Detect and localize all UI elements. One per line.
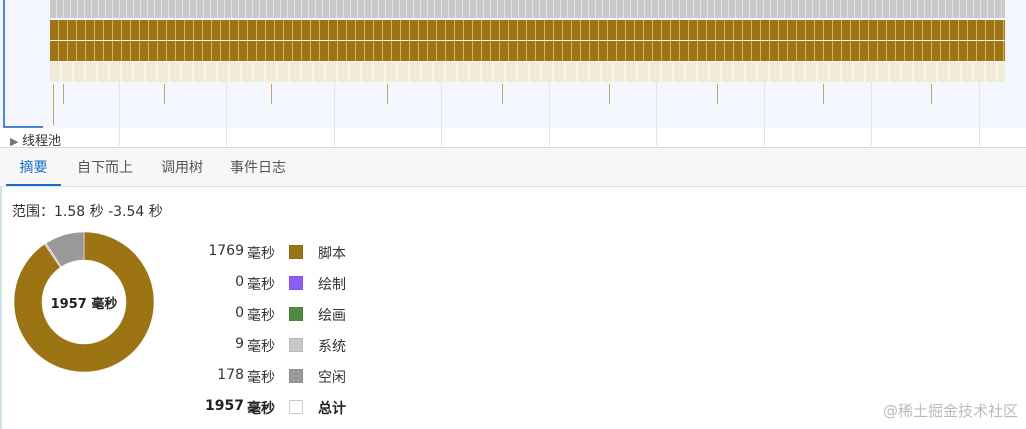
watermark: @稀土掘金技术社区 [882, 402, 1018, 420]
details-tabs: 摘要 自下而上 调用树 事件日志 [0, 147, 1026, 187]
idle-row[interactable] [50, 62, 1005, 82]
legend-item: 0 毫秒 绘制 [160, 274, 360, 294]
legend-name: 系统 [318, 339, 346, 355]
legend-unit: 毫秒 [247, 277, 275, 293]
legend-value: 1957 [205, 398, 244, 414]
donut-slice-脚本 [13, 231, 155, 373]
legend-swatch [289, 400, 303, 414]
legend-item: 0 毫秒 绘画 [160, 305, 360, 325]
legend-value: 178 [217, 367, 244, 383]
tab-bottom-up[interactable]: 自下而上 [77, 160, 133, 176]
event-tick[interactable] [387, 84, 388, 104]
legend-name: 总计 [318, 401, 346, 417]
range-label: 范围：1.58 秒 -3.54 秒 [12, 204, 163, 220]
legend-value: 0 [235, 274, 244, 290]
event-tick[interactable] [53, 104, 54, 125]
timeline-overview[interactable]: ▶ 线程池 [0, 0, 1026, 146]
legend-unit: 毫秒 [247, 246, 275, 262]
script-row-1[interactable] [50, 20, 1005, 40]
tab-event-log[interactable]: 事件日志 [230, 160, 286, 176]
legend-value: 1769 [208, 243, 244, 259]
legend-item: 178 毫秒 空闲 [160, 367, 360, 387]
legend-swatch [289, 369, 303, 383]
event-tick[interactable] [164, 84, 165, 104]
summary-donut-chart [13, 231, 155, 373]
donut-total: 1957 毫秒 [50, 297, 118, 312]
legend-name: 绘制 [318, 277, 346, 293]
legend-value: 9 [235, 336, 244, 352]
legend-unit: 毫秒 [247, 308, 275, 324]
event-tick[interactable] [823, 84, 824, 104]
legend-unit: 毫秒 [247, 401, 275, 417]
legend-name: 绘画 [318, 308, 346, 324]
thread-pool-track[interactable]: ▶ 线程池 [10, 133, 61, 146]
event-tick[interactable] [717, 84, 718, 104]
system-row[interactable] [50, 0, 1005, 18]
tab-summary[interactable]: 摘要 [6, 148, 61, 186]
legend-swatch [289, 245, 303, 259]
event-tick[interactable] [53, 84, 54, 104]
expand-triangle-icon: ▶ [10, 135, 22, 146]
legend-swatch [289, 307, 303, 321]
legend-unit: 毫秒 [247, 339, 275, 355]
selection-bracket [3, 0, 43, 128]
script-row-2[interactable] [50, 41, 1005, 61]
track-label: 线程池 [21, 134, 61, 146]
event-tick[interactable] [63, 84, 64, 104]
legend-swatch [289, 276, 303, 290]
tab-call-tree[interactable]: 调用树 [161, 160, 203, 176]
legend-item: 9 毫秒 系统 [160, 336, 360, 356]
legend-swatch [289, 338, 303, 352]
event-tick[interactable] [931, 84, 932, 104]
event-tick[interactable] [502, 84, 503, 104]
legend-name: 脚本 [318, 246, 346, 262]
panel-divider [0, 187, 2, 429]
legend-unit: 毫秒 [247, 370, 275, 386]
donut-slice-空闲 [45, 231, 85, 268]
legend-name: 空闲 [318, 370, 346, 386]
legend-value: 0 [235, 305, 244, 321]
event-tick[interactable] [271, 84, 272, 104]
legend-item: 1769 毫秒 脚本 [160, 243, 360, 263]
legend-item: 1957 毫秒 总计 [160, 398, 360, 418]
event-tick[interactable] [609, 84, 610, 104]
